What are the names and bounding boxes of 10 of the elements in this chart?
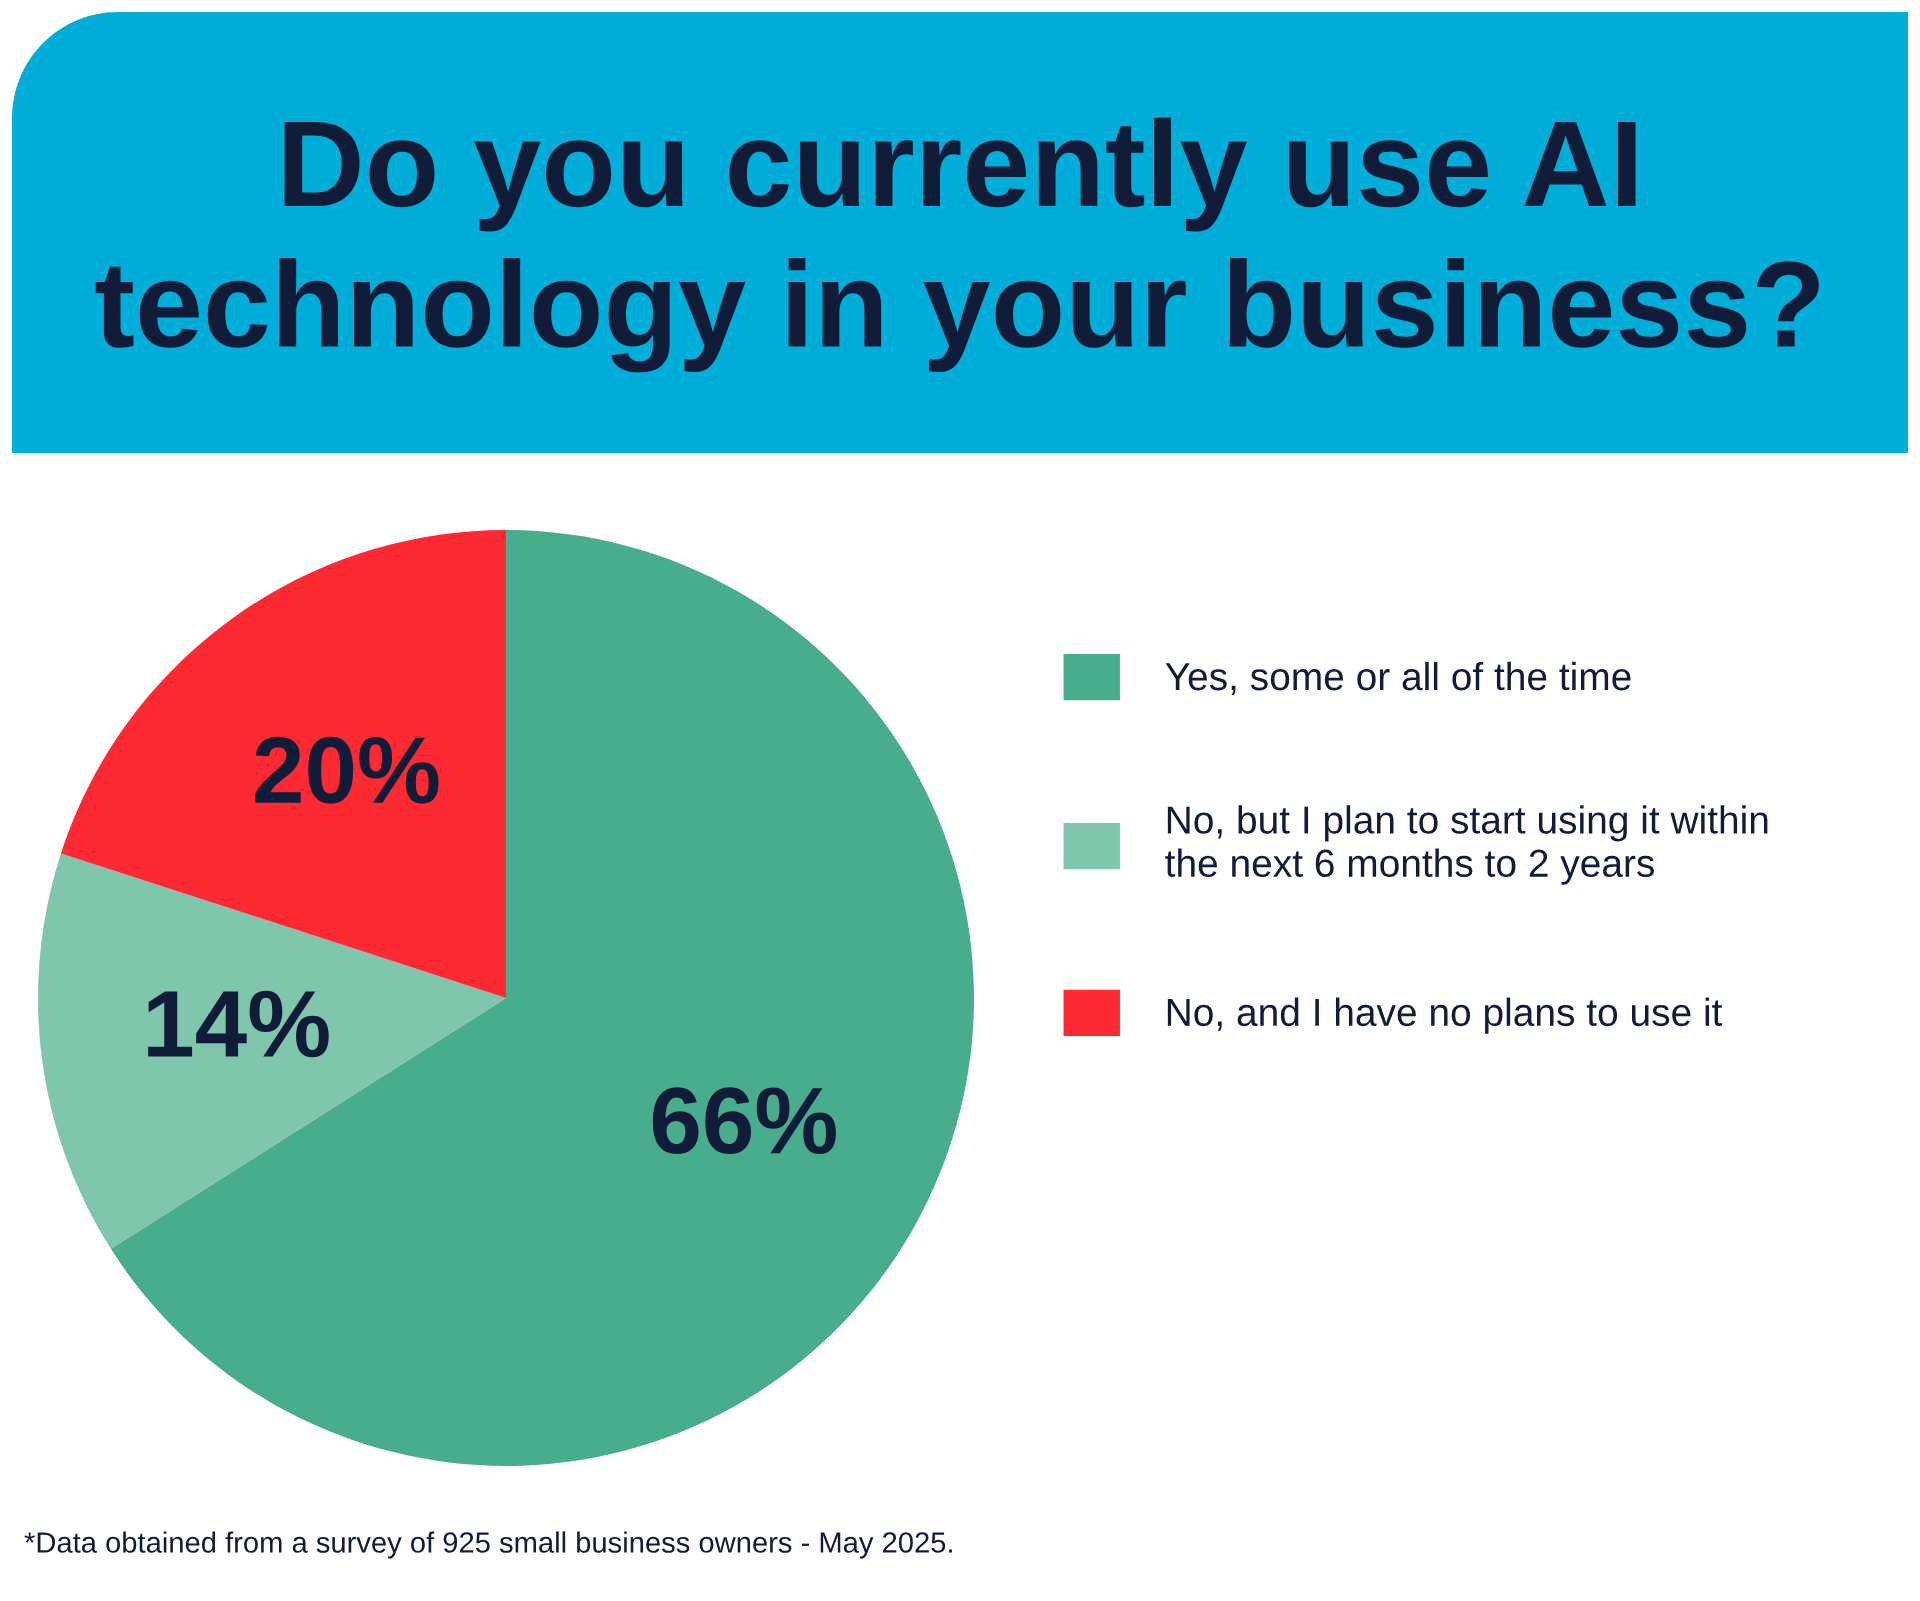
legend-label: No, but I plan to start using it within the next 6 months to 2 years [1165, 805, 1768, 885]
text: *Data obtained from a survey of 925 small business owners - May 2025. [24, 1531, 952, 1559]
data-label: 66% [652, 1087, 836, 1155]
data-label: 14% [148, 990, 329, 1058]
legend-label: Yes, some or all of the time [1165, 661, 1631, 695]
pie-slice [110, 530, 974, 1466]
pie-slice [38, 853, 506, 1249]
chart-title: Do you currently use AI technology in your business? [95, 117, 1819, 373]
data-label: 20% [255, 736, 439, 804]
legend-label: No, and I have no plans to use it [1167, 997, 1723, 1034]
